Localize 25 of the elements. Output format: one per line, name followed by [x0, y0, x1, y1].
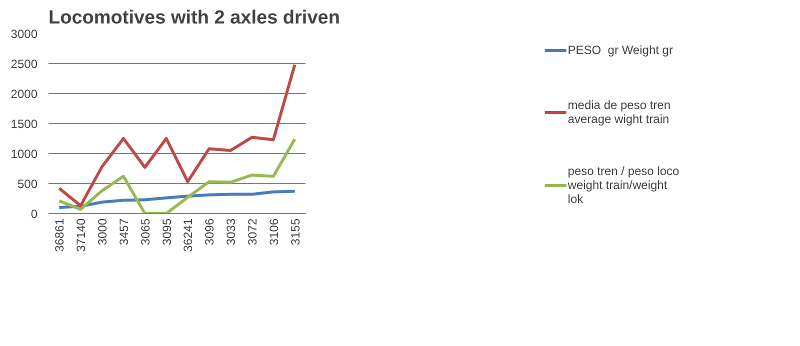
x-tick-label: 3095: [160, 218, 174, 246]
line-series: [58, 138, 296, 214]
y-tick-label: 500: [17, 177, 38, 191]
y-tick-label: 3000: [10, 27, 38, 41]
y-tick-label: 0: [30, 207, 38, 221]
x-tick-label: 3033: [224, 218, 238, 246]
x-tick-label: 3072: [245, 218, 260, 246]
y-tick-label: 2000: [10, 87, 38, 101]
x-tick-label: 36861: [52, 218, 67, 252]
legend-label: PESO gr Weight gr: [568, 43, 673, 57]
line-series: [58, 63, 296, 208]
chart-title: Locomotives with 2 axles driven: [48, 8, 340, 28]
x-tick-label: 3155: [288, 218, 302, 246]
legend-label: peso tren / peso loco weight train/weight lok: [568, 164, 680, 206]
x-tick-label: 36241: [181, 218, 196, 252]
x-tick-label: 3457: [116, 218, 131, 246]
x-tick-label: 37140: [74, 218, 88, 252]
y-tick-label: 1000: [10, 147, 38, 161]
y-tick-label: 2500: [10, 57, 38, 71]
y-tick-label: 1500: [10, 117, 38, 131]
x-tick-label: 3000: [96, 218, 110, 246]
x-tick-label: 3106: [266, 218, 281, 246]
x-tick-label: 3096: [202, 218, 217, 246]
x-tick-label: 3065: [138, 218, 152, 246]
legend-label: media de peso tren average wight train: [568, 98, 671, 126]
